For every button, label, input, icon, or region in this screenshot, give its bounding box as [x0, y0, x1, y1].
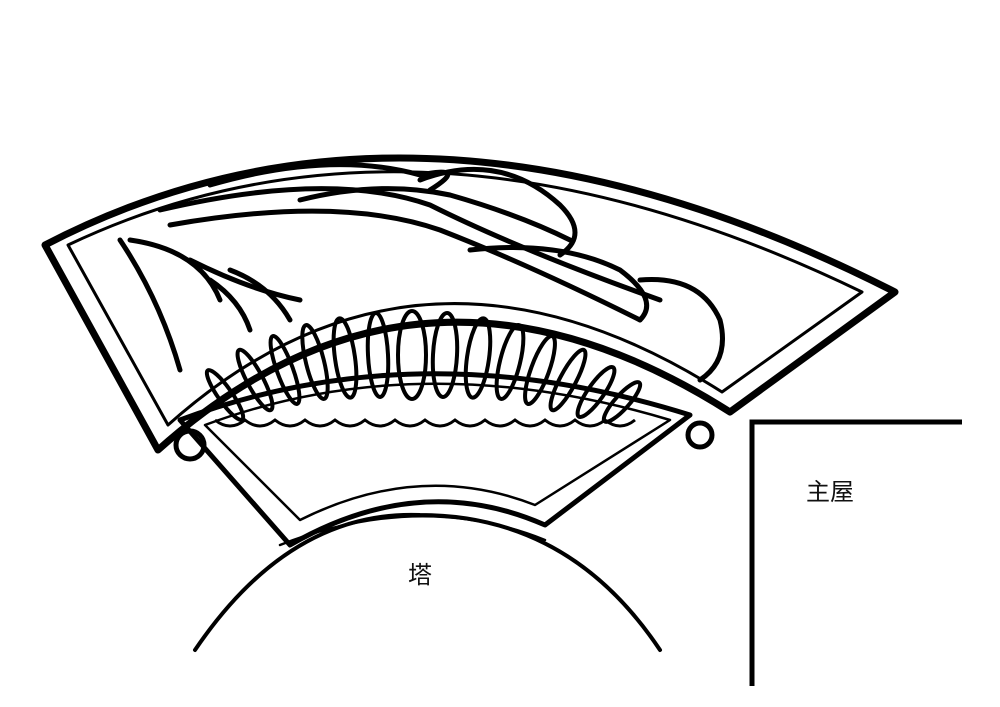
petal-fringe	[204, 309, 643, 428]
main-house-label: 主屋	[806, 478, 854, 506]
decorative-leaf-scrolls	[117, 162, 725, 462]
tower-label: 塔	[408, 561, 432, 589]
main-house-outline	[749, 419, 962, 686]
tower-outline	[193, 512, 662, 652]
